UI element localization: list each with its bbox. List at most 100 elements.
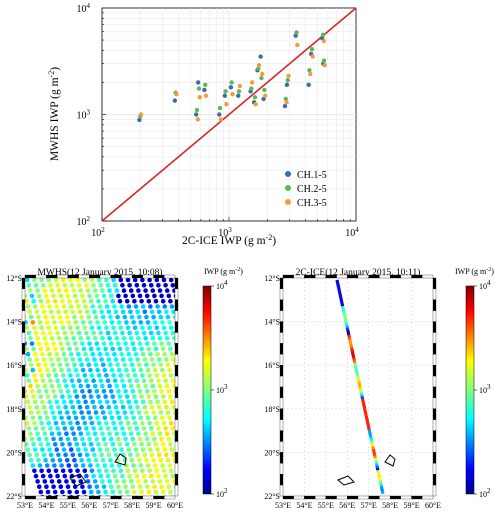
iwp-pixel xyxy=(73,463,79,468)
iwp-pixel xyxy=(93,410,99,415)
iwp-pixel xyxy=(53,468,59,474)
iwp-pixel xyxy=(156,283,161,288)
track-segment xyxy=(374,462,379,466)
iwp-pixel xyxy=(108,410,113,415)
iwp-pixel xyxy=(100,431,105,437)
iwp-pixel xyxy=(136,410,142,415)
iwp-pixel xyxy=(69,378,75,384)
iwp-pixel xyxy=(130,293,136,299)
iwp-pixel xyxy=(96,298,101,304)
iwp-pixel xyxy=(49,288,55,293)
iwp-pixel xyxy=(119,351,124,357)
map-border-segment xyxy=(432,408,437,420)
track-segment xyxy=(348,339,352,343)
iwp-pixel xyxy=(149,357,155,362)
iwp-pixel xyxy=(124,346,130,352)
track-segment xyxy=(363,408,367,412)
iwp-pixel xyxy=(103,346,108,352)
iwp-pixel xyxy=(112,426,118,431)
longitude-label: 54°E xyxy=(296,501,312,510)
iwp-pixel xyxy=(88,415,93,421)
x-axis-label: 2C-ICE IWP (g m-2) xyxy=(182,233,276,247)
iwp-pixel xyxy=(131,367,136,373)
iwp-pixel xyxy=(131,320,136,325)
iwp-pixel xyxy=(76,351,81,357)
track-segment xyxy=(357,381,362,385)
iwp-pixel xyxy=(161,468,167,474)
longitude-label: 53°E xyxy=(17,501,33,510)
iwp-pixel xyxy=(44,415,50,421)
map-border-segment xyxy=(110,274,122,279)
iwp-pixel xyxy=(150,288,156,293)
data-point xyxy=(307,68,312,73)
iwp-pixel xyxy=(168,325,174,331)
map-border-segment xyxy=(368,495,380,500)
iwp-pixel xyxy=(36,341,42,346)
map-border-segment xyxy=(422,274,434,279)
iwp-pixel xyxy=(131,463,136,468)
iwp-pixel xyxy=(58,436,64,442)
map-border-segment xyxy=(89,495,101,500)
map-border-segment xyxy=(279,419,284,431)
iwp-pixel xyxy=(75,468,80,474)
iwp-pixel xyxy=(172,431,175,436)
iwp-pixel xyxy=(114,479,120,484)
iwp-pixel xyxy=(100,479,105,484)
track-segment xyxy=(349,343,353,347)
iwp-pixel xyxy=(151,457,156,463)
iwp-pixel xyxy=(75,278,80,283)
iwp-pixel xyxy=(138,463,144,468)
iwp-pixel xyxy=(144,457,149,463)
data-point xyxy=(253,101,258,107)
iwp-pixel xyxy=(139,489,144,495)
track-segment xyxy=(335,282,340,286)
iwp-pixel xyxy=(88,298,94,304)
iwp-pixel xyxy=(106,452,112,458)
map-border-segment xyxy=(21,463,26,475)
longitude-label: 56°E xyxy=(339,501,355,510)
data-point xyxy=(306,82,311,88)
track-segment xyxy=(337,291,342,295)
iwp-pixel xyxy=(127,426,132,431)
iwp-pixel xyxy=(25,373,30,378)
iwp-pixel xyxy=(153,489,159,495)
iwp-pixel xyxy=(149,309,155,315)
map-border-segment xyxy=(432,419,437,431)
iwp-pixel xyxy=(80,484,85,490)
iwp-pixel xyxy=(50,362,56,368)
data-point xyxy=(195,80,201,85)
data-point xyxy=(223,89,228,94)
iwp-pixel xyxy=(76,378,82,384)
data-point xyxy=(222,93,227,98)
data-point xyxy=(252,95,258,100)
track-segment xyxy=(362,405,367,409)
iwp-pixel xyxy=(56,288,62,293)
iwp-pixel xyxy=(130,341,136,346)
island-outline-3 xyxy=(337,475,355,486)
iwp-pixel xyxy=(43,314,48,320)
track-segment xyxy=(341,305,345,309)
iwp-pixel xyxy=(104,373,109,378)
map-border-segment xyxy=(78,495,90,500)
iwp-pixel xyxy=(84,309,90,315)
map-border-segment xyxy=(279,463,284,475)
map-border-segment xyxy=(174,343,179,355)
iwp-pixel xyxy=(48,452,54,458)
iwp-pixel xyxy=(72,436,78,442)
iwp-pixel xyxy=(98,495,102,496)
iwp-pixel xyxy=(52,415,57,421)
iwp-pixel xyxy=(68,351,74,357)
iwp-pixel xyxy=(113,404,119,410)
iwp-pixel xyxy=(96,489,101,495)
iwp-pixel xyxy=(100,410,106,415)
iwp-pixel xyxy=(117,442,123,447)
track-segment xyxy=(372,450,376,454)
iwp-pixel xyxy=(141,378,147,384)
iwp-pixel xyxy=(78,288,84,293)
iwp-pixel xyxy=(116,436,121,442)
iwp-pixel xyxy=(140,373,145,378)
map-border-segment xyxy=(400,274,412,279)
map-border-segment xyxy=(314,274,327,279)
iwp-pixel xyxy=(38,442,44,447)
map-border-segment xyxy=(174,397,179,409)
